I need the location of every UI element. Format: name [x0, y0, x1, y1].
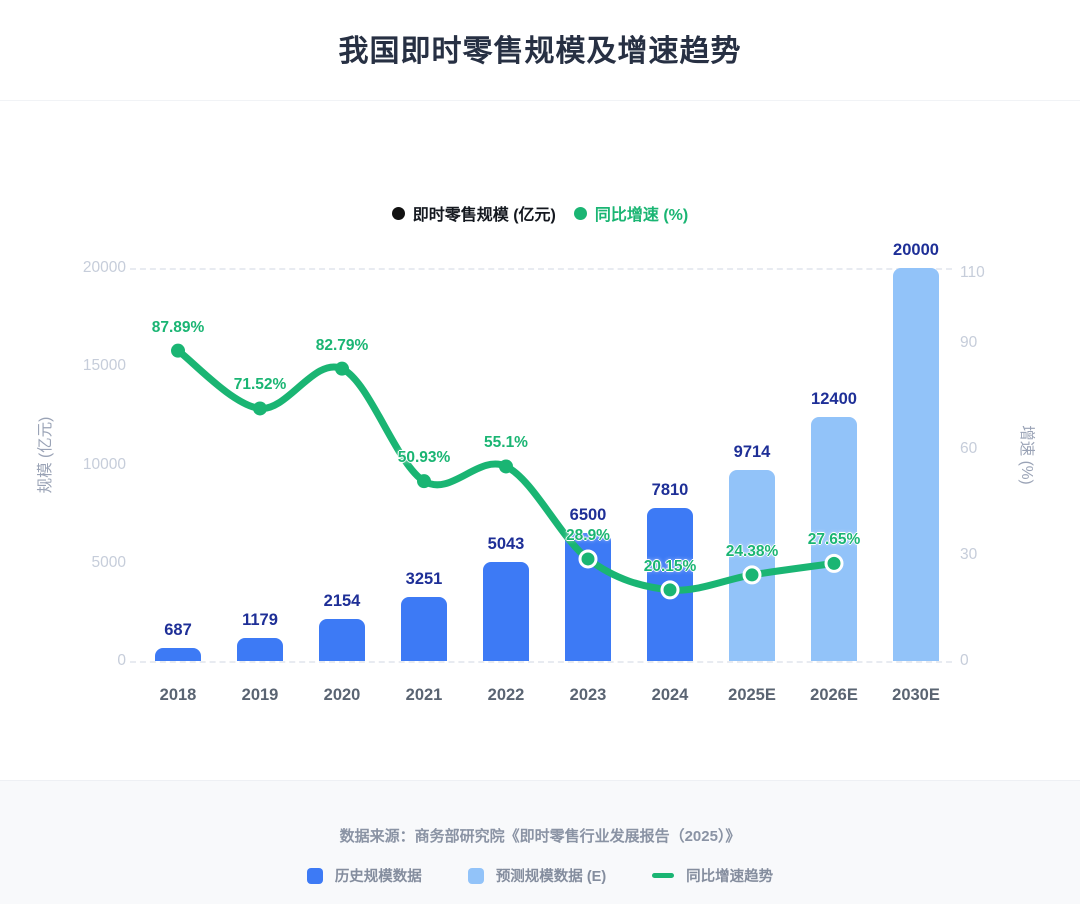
bar-value-2018: 687: [164, 620, 192, 639]
bar-value-2022: 5043: [487, 534, 525, 553]
x-axis-label-2020: 2020: [323, 686, 361, 704]
growth-value-2020: 82.79%: [315, 336, 369, 354]
growth-value-2019: 71.52%: [233, 376, 287, 394]
title-divider: [0, 100, 1080, 101]
x-axis-label-2023: 2023: [569, 686, 607, 704]
gridline-top: [130, 268, 952, 270]
growth-marker-2021: [417, 474, 431, 489]
x-axis-label-2019: 2019: [241, 686, 279, 704]
growth-trend-label: 同比增速趋势: [686, 869, 774, 885]
footer-legend: 历史规模数据 预测规模数据 (E) 同比增速趋势: [0, 865, 1080, 886]
right-axis-tick-60: 60: [960, 440, 978, 458]
bar-value-2023: 6500: [569, 506, 607, 525]
growth-value-2025E: 24.38%: [725, 542, 779, 560]
footer-legend-item-growth: 同比增速趋势: [652, 865, 773, 886]
bar-value-2030E: 20000: [893, 241, 939, 259]
growth-marker-2022: [499, 459, 513, 474]
bar-2020: [319, 618, 365, 661]
x-axis-label-2018: 2018: [159, 686, 197, 704]
x-axis-label-2022: 2022: [487, 686, 525, 704]
growth-marker-2024: [660, 580, 680, 600]
bar-value-2020: 2154: [323, 591, 361, 610]
gridline-bottom: [130, 661, 952, 663]
footer-legend-item-forecast: 预测规模数据 (E): [467, 865, 607, 886]
growth-marker-2020: [335, 361, 349, 376]
bar-value-2021: 3251: [405, 570, 443, 589]
top-legend: 即时零售规模 (亿元) 同比增速 (%): [0, 201, 1080, 225]
scale-legend-label: 即时零售规模 (亿元): [412, 207, 556, 224]
growth-marker-2019: [253, 401, 267, 416]
bar-2022: [483, 561, 529, 661]
growth-marker-2026E: [824, 553, 844, 573]
x-axis-label-2025E: 2025E: [728, 686, 776, 704]
bar-value-2024: 7810: [651, 480, 689, 499]
right-axis-tick-110: 110: [960, 263, 985, 281]
bar-2019: [237, 637, 283, 661]
page-title: 我国即时零售规模及增速趋势: [338, 35, 742, 68]
footer-legend-item-history: 历史规模数据: [306, 865, 422, 886]
left-axis-tick-15000: 15000: [82, 357, 126, 375]
growth-line: [174, 347, 838, 594]
legend-item-growth: 同比增速 (%): [573, 201, 689, 225]
forecast-legend-label: 预测规模数据 (E): [495, 869, 607, 885]
growth-marker-2025E: [742, 565, 762, 585]
growth-value-2024: 20.15%: [643, 557, 697, 575]
growth-value-2021: 50.93%: [397, 449, 451, 467]
bar-value-2026E: 12400: [811, 390, 857, 409]
growth-legend-dot-icon: [573, 206, 587, 220]
growth-value-2026E: 27.65%: [807, 531, 861, 549]
right-axis-title: 增速 (%): [1018, 425, 1035, 485]
left-axis-tick-5000: 5000: [91, 553, 126, 571]
bar-2030E: [893, 268, 939, 661]
bar-2021: [401, 597, 447, 661]
plot-area: 687 2018 1179 2019 2154 2020 3251 2021 5043 2022 6…: [130, 241, 952, 704]
x-axis-label-2021: 2021: [405, 686, 443, 704]
history-legend-swatch-icon: [306, 867, 323, 884]
growth-value-2022: 55.1%: [484, 434, 528, 452]
x-axis-label-2026E: 2026E: [810, 686, 858, 704]
history-legend-label: 历史规模数据: [334, 869, 422, 885]
right-axis-tick-90: 90: [960, 334, 978, 352]
left-axis-tick-0: 0: [117, 652, 126, 669]
bar-2018: [155, 647, 201, 661]
right-axis-tick-30: 30: [960, 546, 978, 564]
data-source-text: 数据来源：商务部研究院《即时零售行业发展报告（2025）》: [339, 828, 741, 845]
left-axis-title: 规模 (亿元): [37, 416, 54, 494]
growth-legend-label: 同比增速 (%): [594, 207, 689, 224]
scale-legend-dot-icon: [391, 206, 405, 220]
footer: 数据来源：商务部研究院《即时零售行业发展报告（2025）》 历史规模数据 预测规…: [0, 780, 1080, 904]
right-axis-tick-0: 0: [960, 652, 969, 669]
growth-value-2023: 28.9%: [566, 526, 610, 544]
left-axis-tick-20000: 20000: [82, 259, 126, 276]
bar-value-2025E: 9714: [733, 443, 771, 462]
x-axis-label-2024: 2024: [651, 686, 689, 704]
growth-value-2018: 87.89%: [151, 318, 205, 336]
bar-2026E: [811, 417, 857, 661]
growth-line-layer: [171, 343, 844, 600]
growth-trend-line-icon: [652, 873, 675, 878]
growth-marker-2018: [171, 343, 185, 358]
x-axis-label-2030E: 2030E: [892, 686, 940, 704]
bar-value-2019: 1179: [242, 610, 278, 629]
legend-item-scale: 即时零售规模 (亿元): [391, 201, 556, 225]
growth-marker-2023: [578, 549, 598, 569]
left-axis-tick-10000: 10000: [82, 455, 126, 473]
forecast-legend-swatch-icon: [467, 867, 484, 884]
